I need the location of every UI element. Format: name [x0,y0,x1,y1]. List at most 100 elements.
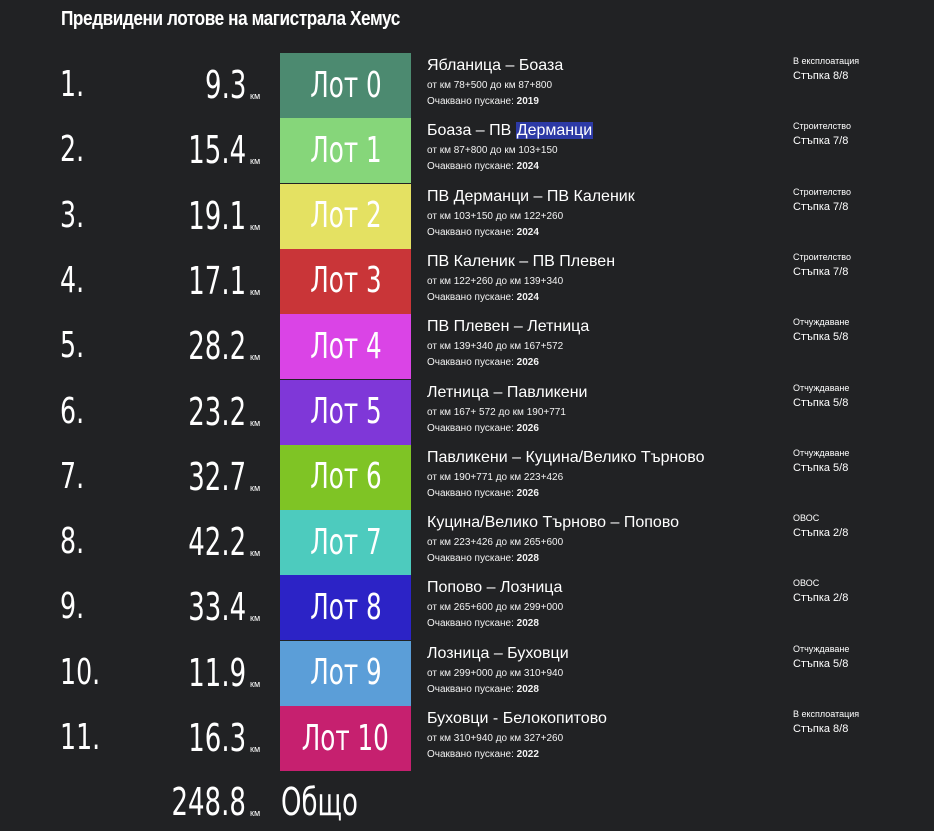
row-index: 7. [60,455,85,497]
lot-row: 9. 33.4 км Лот 8 Попово – Лозница от км 265+6… [0,575,934,641]
lot-label: Лот 6 [309,456,382,498]
step-label: Стъпка 5/8 [793,657,849,670]
lot-length: 15.4 [188,128,246,173]
km-unit: км [250,156,261,167]
step-label: Стъпка 2/8 [793,527,849,540]
expected-label: Очаквано пускане: [427,226,514,238]
lot-badge: Лот 4 [280,314,411,380]
row-index: 2. [60,129,85,171]
expected-opening: Очаквано пускане: 2026 [427,422,539,435]
lot-label: Лот 7 [309,521,382,563]
route-text: Попово – Лозница [427,579,563,597]
row-index: 11. [60,717,101,758]
route-text: Летница – Павликени [427,383,588,401]
km-range: от км 223+426 до км 265+600 [427,537,564,549]
lot-length: 28.2 [188,324,246,369]
lot-row: 2. 15.4 км Лот 1 Боаза – ПВ Дерманци от км 87… [0,118,934,184]
step-label: Стъпка 7/8 [793,135,849,148]
route-text: Боаза – ПВ [427,122,516,140]
expected-label: Очаквано пускане: [427,487,514,499]
total-row: 248.8 км Общо [0,772,934,827]
expected-opening: Очаквано пускане: 2019 [427,95,539,108]
km-range: от км 310+940 до км 327+260 [427,733,564,744]
lot-label: Лот 2 [309,195,382,237]
row-index: 4. [60,259,85,301]
status-label: Строителство [793,251,851,262]
lot-label: Лот 1 [309,129,382,171]
row-index: 3. [60,194,85,236]
status-label: Отчуждаване [793,447,850,458]
status-label: ОВОС [793,578,820,589]
row-index: 8. [60,521,85,563]
expected-label: Очаквано пускане: [427,96,514,107]
lot-label: Лот 0 [309,64,382,106]
lot-label: Лот 5 [309,391,382,432]
step-label: Стъпка 5/8 [793,461,849,474]
lot-label: Лот 4 [309,325,382,367]
km-unit: км [250,482,261,493]
route-name: Летница – Павликени [427,382,587,404]
route-text: Ябланица – Боаза [427,57,564,74]
lot-length: 42.2 [188,520,246,565]
lot-row: 10. 11.9 км Лот 9 Лозница – Буховци от км 299… [0,640,934,706]
route-name: ПВ Каленик – ПВ Плевен [427,251,615,273]
km-range: от км 299+000 до км 310+940 [427,667,564,679]
row-index: 9. [60,586,85,628]
route-text: ПВ Плевен – Летница [427,318,590,336]
lot-length: 17.1 [188,258,246,303]
step-label: Стъпка 5/8 [793,396,849,409]
step-label: Стъпка 7/8 [793,265,849,278]
lot-length: 32.7 [188,454,246,499]
route-name: ПВ Плевен – Летница [427,316,589,338]
route-text: Куцина/Велико Търново – Попово [427,514,680,532]
expected-opening: Очаквано пускане: 2026 [427,487,539,500]
expected-label: Очаквано пускане: [427,683,514,695]
km-range: от км 103+150 до км 122+260 [427,210,564,222]
expected-label: Очаквано пускане: [427,357,514,369]
lot-row: 1. 9.3 км Лот 0 Ябланица – Боаза от км 78+500… [0,53,934,118]
km-unit: км [250,221,261,232]
lot-badge: Лот 9 [280,640,411,706]
km-unit: км [250,613,261,624]
lot-row: 11. 16.3 км Лот 10 Буховци - Белокопитово от … [0,706,934,771]
km-unit: км [250,91,261,101]
expected-label: Очаквано пускане: [427,422,514,434]
km-unit: км [250,678,261,689]
route-name: Буховци - Белокопитово [427,708,607,730]
step-label: Стъпка 5/8 [793,331,849,344]
expected-year: 2028 [516,553,539,565]
route-name: Павликени – Куцина/Велико Търново [427,447,705,469]
route-name: Лозница – Буховци [427,643,569,665]
lot-length: 23.2 [188,389,246,434]
lot-row: 5. 28.2 км Лот 4 ПВ Плевен – Летница от км 13… [0,314,934,380]
step-label: Стъпка 8/8 [793,70,849,82]
km-range: от км 167+ 572 до км 190+771 [427,406,566,418]
page-title: Предвидени лотове на магистрала Хемус [61,8,400,30]
expected-year: 2026 [516,422,539,434]
expected-label: Очаквано пускане: [427,553,514,565]
km-range: от км 78+500 до км 87+800 [427,80,553,91]
route-text: ПВ Каленик – ПВ Плевен [427,252,616,270]
status-label: В експлоатация [793,709,860,719]
lot-row: 4. 17.1 км Лот 3 ПВ Каленик – ПВ Плевен от км… [0,248,934,314]
lot-length: 19.1 [188,193,246,238]
status-label: ОВОС [793,513,820,524]
expected-label: Очаквано пускане: [427,161,514,173]
status-label: Отчуждаване [793,643,850,654]
km-unit: км [250,352,261,363]
km-range: от км 190+771 до км 223+426 [427,471,564,483]
lot-badge: Лот 0 [280,53,411,118]
lot-label: Лот 8 [309,586,382,628]
total-length: 248.8 [171,780,246,824]
step-label: Стъпка 2/8 [793,592,849,605]
route-text: Лозница – Буховци [427,644,569,662]
status-label: Строителство [793,186,851,197]
expected-year: 2019 [516,96,539,107]
expected-label: Очаквано пускане: [427,749,514,760]
route-name: Попово – Лозница [427,577,562,599]
lot-label: Лот 3 [309,260,382,302]
status-label: Строителство [793,121,851,132]
status-label: Отчуждаване [793,382,850,393]
expected-label: Очаквано пускане: [427,618,514,630]
lot-row: 7. 32.7 км Лот 6 Павликени – Куцина/Велико Т… [0,444,934,510]
